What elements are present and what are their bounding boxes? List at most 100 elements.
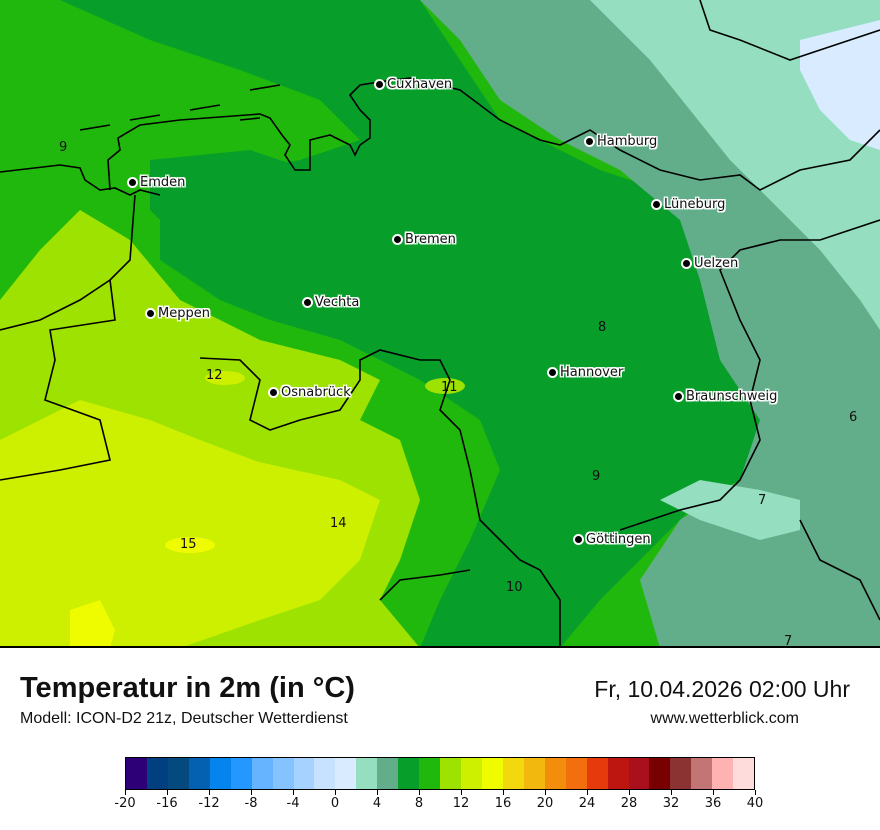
city-marker: Osnabrück bbox=[268, 385, 351, 400]
temperature-field bbox=[0, 0, 880, 646]
colorbar-tick bbox=[671, 790, 672, 795]
city-marker: Hannover bbox=[547, 365, 623, 380]
colorbar-segment bbox=[209, 758, 231, 789]
website-link[interactable]: www.wetterblick.com bbox=[650, 710, 799, 727]
colorbar-tick-label: 32 bbox=[662, 796, 680, 811]
city-dot-icon bbox=[584, 136, 595, 147]
colorbar-tick-label: 16 bbox=[494, 796, 512, 811]
colorbar-tick bbox=[251, 790, 252, 795]
temperature-value-label: 10 bbox=[506, 580, 523, 595]
city-marker: Meppen bbox=[145, 306, 210, 321]
temperature-map: Cuxhaven Hamburg Emden Lüneburg Bremen Uelzen… bbox=[0, 0, 880, 648]
colorbar-tick-label: 20 bbox=[536, 796, 554, 811]
colorbar-segment bbox=[230, 758, 252, 789]
city-dot-icon bbox=[681, 258, 692, 269]
colorbar-tick bbox=[629, 790, 630, 795]
colorbar-segment bbox=[502, 758, 524, 789]
temperature-value-label: 9 bbox=[592, 469, 601, 484]
colorbar-tick bbox=[755, 790, 756, 795]
temperature-value-label: 7 bbox=[758, 493, 767, 508]
colorbar-segment bbox=[398, 758, 420, 789]
temperature-colorbar bbox=[125, 757, 755, 790]
colorbar-tick bbox=[587, 790, 588, 795]
colorbar-tick-label: -4 bbox=[286, 796, 300, 811]
city-name: Hamburg bbox=[597, 134, 658, 149]
colorbar-segment bbox=[146, 758, 168, 789]
colorbar-tick-label: 36 bbox=[704, 796, 722, 811]
colorbar-segment bbox=[565, 758, 587, 789]
city-name: Bremen bbox=[405, 232, 456, 247]
city-marker: Uelzen bbox=[681, 256, 738, 271]
colorbar-segment bbox=[126, 758, 147, 789]
colorbar-tick-label: -20 bbox=[114, 796, 136, 811]
colorbar-tick bbox=[503, 790, 504, 795]
temperature-value-label: 7 bbox=[784, 634, 793, 648]
valid-datetime: Fr, 10.04.2026 02:00 Uhr bbox=[594, 676, 850, 702]
colorbar-segment bbox=[272, 758, 294, 789]
colorbar-tick bbox=[293, 790, 294, 795]
city-marker: Bremen bbox=[392, 232, 456, 247]
colorbar-segment bbox=[628, 758, 650, 789]
temperature-value-label: 14 bbox=[330, 516, 347, 531]
colorbar-segment bbox=[481, 758, 503, 789]
city-name: Lüneburg bbox=[664, 197, 726, 212]
model-subtitle: Modell: ICON-D2 21z, Deutscher Wetterdie… bbox=[20, 710, 348, 727]
city-marker: Cuxhaven bbox=[374, 77, 452, 92]
city-dot-icon bbox=[651, 199, 662, 210]
chart-title: Temperatur in 2m (in °C) bbox=[20, 672, 355, 704]
temperature-value-label: 12 bbox=[206, 368, 223, 383]
city-dot-icon bbox=[127, 177, 138, 188]
colorbar-tick-label: 0 bbox=[330, 796, 340, 811]
colorbar-segment bbox=[356, 758, 378, 789]
city-marker: Hamburg bbox=[584, 134, 657, 149]
colorbar-segment bbox=[712, 758, 734, 789]
city-dot-icon bbox=[145, 308, 156, 319]
colorbar-tick bbox=[125, 790, 126, 795]
colorbar-segment bbox=[251, 758, 273, 789]
colorbar-segment bbox=[314, 758, 336, 789]
colorbar-tick bbox=[713, 790, 714, 795]
colorbar-ticks: -20 -16 -12 -8 -4 0 4 8 12 16 20 24 28 32 36 40 bbox=[114, 790, 763, 820]
colorbar-tick-label: 4 bbox=[372, 796, 382, 811]
colorbar-tick bbox=[167, 790, 168, 795]
colorbar-tick bbox=[377, 790, 378, 795]
city-marker: Emden bbox=[127, 175, 185, 190]
colorbar-segment bbox=[523, 758, 545, 789]
colorbar-segment bbox=[188, 758, 210, 789]
colorbar-tick-label: 40 bbox=[746, 796, 764, 811]
colorbar-tick bbox=[335, 790, 336, 795]
city-name: Vechta bbox=[315, 295, 360, 310]
city-name: Emden bbox=[140, 175, 186, 190]
city-dot-icon bbox=[374, 79, 385, 90]
colorbar-segment bbox=[607, 758, 629, 789]
city-marker: Lüneburg bbox=[651, 197, 725, 212]
city-dot-icon bbox=[302, 297, 313, 308]
city-name: Osnabrück bbox=[281, 385, 351, 400]
colorbar-segment bbox=[733, 758, 755, 789]
colorbar-tick bbox=[419, 790, 420, 795]
colorbar-segment bbox=[544, 758, 566, 789]
colorbar-segment bbox=[293, 758, 315, 789]
colorbar-segment bbox=[377, 758, 399, 789]
city-marker: Vechta bbox=[302, 295, 359, 310]
city-name: Cuxhaven bbox=[387, 77, 453, 92]
temperature-value-label: 11 bbox=[441, 380, 458, 395]
city-name: Braunschweig bbox=[686, 389, 778, 404]
colorbar-segment bbox=[461, 758, 482, 789]
temperature-value-label: 15 bbox=[180, 537, 197, 552]
temperature-value-label: 8 bbox=[598, 320, 607, 335]
colorbar-segment bbox=[335, 758, 357, 789]
city-name: Meppen bbox=[158, 306, 210, 321]
city-marker: Göttingen bbox=[573, 532, 651, 547]
colorbar-segment bbox=[586, 758, 608, 789]
colorbar-tick bbox=[209, 790, 210, 795]
city-dot-icon bbox=[268, 387, 279, 398]
colorbar-tick-label: 24 bbox=[578, 796, 596, 811]
temperature-value-label: 9 bbox=[59, 140, 68, 155]
city-marker: Braunschweig bbox=[673, 389, 777, 404]
city-name: Göttingen bbox=[586, 532, 651, 547]
colorbar-tick-label: -12 bbox=[198, 796, 220, 811]
colorbar-tick-label: 8 bbox=[414, 796, 424, 811]
colorbar-tick-label: -16 bbox=[156, 796, 178, 811]
colorbar-segment bbox=[670, 758, 692, 789]
